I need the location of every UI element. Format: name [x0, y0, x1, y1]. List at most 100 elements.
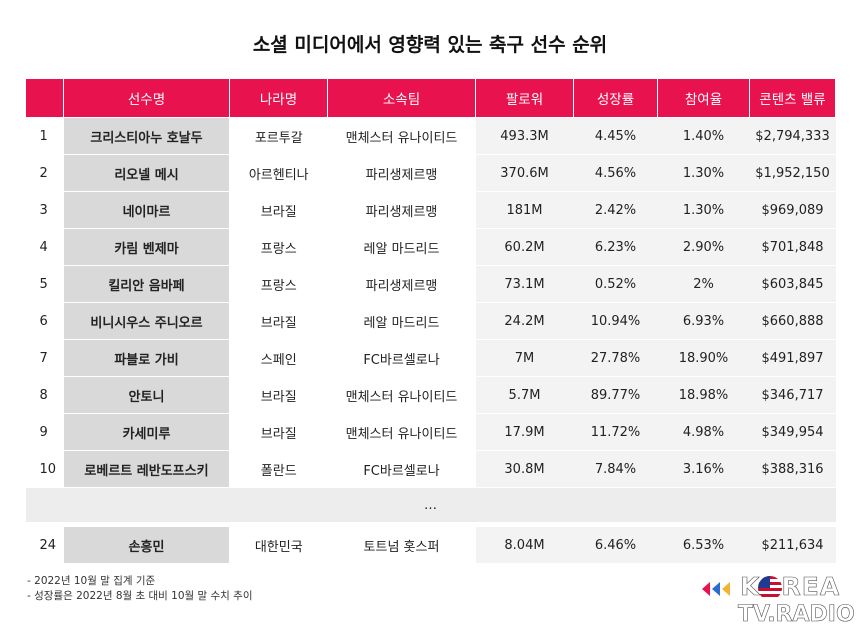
us-flag-icon	[758, 576, 782, 600]
followers-cell: 73.1M	[475, 265, 574, 303]
header-team: 소속팀	[327, 78, 476, 118]
growth-cell: 27.78%	[573, 339, 658, 377]
header-country: 나라명	[229, 78, 328, 118]
rank-cell: 3	[25, 191, 64, 229]
team-cell: 레알 마드리드	[327, 228, 476, 266]
team-cell: 파리생제르맹	[327, 265, 476, 303]
team-cell: FC바르셀로나	[327, 450, 476, 488]
player-name-cell: 네이마르	[63, 191, 230, 229]
table-header-row: 선수명 나라명 소속팀 팔로워 성장률 참여율 콘텐츠 밸류	[25, 78, 836, 118]
engagement-cell: 18.98%	[657, 376, 750, 414]
player-name-cell: 카림 벤제마	[63, 228, 230, 266]
country-cell: 브라질	[229, 302, 328, 340]
followers-cell: 370.6M	[475, 154, 574, 192]
country-cell: 프랑스	[229, 228, 328, 266]
player-name-cell: 손흥민	[63, 526, 230, 564]
engagement-cell: 6.53%	[657, 526, 750, 564]
table-row: 2 리오넬 메시 아르헨티나 파리생제르맹 370.6M 4.56% 1.30% $1,952…	[25, 154, 836, 192]
growth-cell: 6.23%	[573, 228, 658, 266]
engagement-cell: 2.90%	[657, 228, 750, 266]
player-name-cell: 로베르트 레반도프스키	[63, 450, 230, 488]
table-row: 24 손흥민 대한민국 토트넘 홋스퍼 8.04M 6.46% 6.53% $211,634	[25, 526, 836, 564]
rank-cell: 6	[25, 302, 64, 340]
growth-cell: 7.84%	[573, 450, 658, 488]
engagement-cell: 1.40%	[657, 117, 750, 155]
rank-cell: 7	[25, 339, 64, 377]
followers-cell: 493.3M	[475, 117, 574, 155]
logo-text-korea: KOREA	[740, 572, 841, 602]
country-cell: 스페인	[229, 339, 328, 377]
team-cell: 파리생제르맹	[327, 154, 476, 192]
engagement-cell: 3.16%	[657, 450, 750, 488]
followers-cell: 181M	[475, 191, 574, 229]
growth-cell: 2.42%	[573, 191, 658, 229]
play-arrows-icon	[702, 582, 730, 596]
growth-cell: 4.45%	[573, 117, 658, 155]
table-row: 8 안토니 브라질 맨체스터 유나이티드 5.7M 89.77% 18.98% $346,71…	[25, 376, 836, 414]
engagement-cell: 2%	[657, 265, 750, 303]
player-name-cell: 파블로 가비	[63, 339, 230, 377]
country-cell: 프랑스	[229, 265, 328, 303]
content-value-cell: $660,888	[749, 302, 836, 340]
rank-cell: 24	[25, 526, 64, 564]
footnote: 2022년 10월 말 집계 기준	[27, 574, 253, 589]
country-cell: 아르헨티나	[229, 154, 328, 192]
rank-cell: 10	[25, 450, 64, 488]
rank-cell: 4	[25, 228, 64, 266]
content-value-cell: $701,848	[749, 228, 836, 266]
logo-text-tvradio: TV.RADIO	[738, 602, 855, 628]
ellipsis-row: …	[25, 487, 836, 523]
header-player-name: 선수명	[63, 78, 230, 118]
growth-cell: 4.56%	[573, 154, 658, 192]
player-name-cell: 크리스티아누 호날두	[63, 117, 230, 155]
content-value-cell: $491,897	[749, 339, 836, 377]
growth-cell: 6.46%	[573, 526, 658, 564]
table-body: 1 크리스티아누 호날두 포르투갈 맨체스터 유나이티드 493.3M 4.45% 1.40…	[25, 117, 836, 564]
team-cell: 레알 마드리드	[327, 302, 476, 340]
growth-cell: 0.52%	[573, 265, 658, 303]
content-value-cell: $603,845	[749, 265, 836, 303]
followers-cell: 8.04M	[475, 526, 574, 564]
table-row: 10 로베르트 레반도프스키 폴란드 FC바르셀로나 30.8M 7.84% 3.16% $3…	[25, 450, 836, 488]
followers-cell: 30.8M	[475, 450, 574, 488]
rank-cell: 5	[25, 265, 64, 303]
team-cell: 맨체스터 유나이티드	[327, 117, 476, 155]
content-value-cell: $388,316	[749, 450, 836, 488]
ellipsis-cell: …	[25, 487, 836, 523]
content-value-cell: $211,634	[749, 526, 836, 564]
team-cell: 맨체스터 유나이티드	[327, 413, 476, 451]
team-cell: 맨체스터 유나이티드	[327, 376, 476, 414]
followers-cell: 24.2M	[475, 302, 574, 340]
team-cell: 파리생제르맹	[327, 191, 476, 229]
header-followers: 팔로워	[475, 78, 574, 118]
table-row: 4 카림 벤제마 프랑스 레알 마드리드 60.2M 6.23% 2.90% $701,848	[25, 228, 836, 266]
engagement-cell: 18.90%	[657, 339, 750, 377]
table-row: 1 크리스티아누 호날두 포르투갈 맨체스터 유나이티드 493.3M 4.45% 1.40…	[25, 117, 836, 155]
table-row: 7 파블로 가비 스페인 FC바르셀로나 7M 27.78% 18.90% $491,897	[25, 339, 836, 377]
player-name-cell: 비니시우스 주니오르	[63, 302, 230, 340]
content-value-cell: $349,954	[749, 413, 836, 451]
content-value-cell: $969,089	[749, 191, 836, 229]
content-value-cell: $2,794,333	[749, 117, 836, 155]
country-cell: 브라질	[229, 191, 328, 229]
team-cell: FC바르셀로나	[327, 339, 476, 377]
growth-cell: 10.94%	[573, 302, 658, 340]
ranking-table: 선수명 나라명 소속팀 팔로워 성장률 참여율 콘텐츠 밸류 1 크리스티아누 호…	[25, 78, 836, 564]
engagement-cell: 4.98%	[657, 413, 750, 451]
engagement-cell: 1.30%	[657, 191, 750, 229]
rank-cell: 9	[25, 413, 64, 451]
player-name-cell: 킬리안 음바페	[63, 265, 230, 303]
content-value-cell: $346,717	[749, 376, 836, 414]
country-cell: 브라질	[229, 413, 328, 451]
team-cell: 토트넘 홋스퍼	[327, 526, 476, 564]
player-name-cell: 리오넬 메시	[63, 154, 230, 192]
header-growth: 성장률	[573, 78, 658, 118]
followers-cell: 5.7M	[475, 376, 574, 414]
country-cell: 브라질	[229, 376, 328, 414]
rank-cell: 8	[25, 376, 64, 414]
growth-cell: 11.72%	[573, 413, 658, 451]
footnote: 성장률은 2022년 8월 초 대비 10월 말 수치 추이	[27, 589, 252, 604]
table-row: 6 비니시우스 주니오르 브라질 레알 마드리드 24.2M 10.94% 6.93% $66…	[25, 302, 836, 340]
header-rank	[25, 78, 64, 118]
table-row: 3 네이마르 브라질 파리생제르맹 181M 2.42% 1.30% $969,089	[25, 191, 836, 229]
